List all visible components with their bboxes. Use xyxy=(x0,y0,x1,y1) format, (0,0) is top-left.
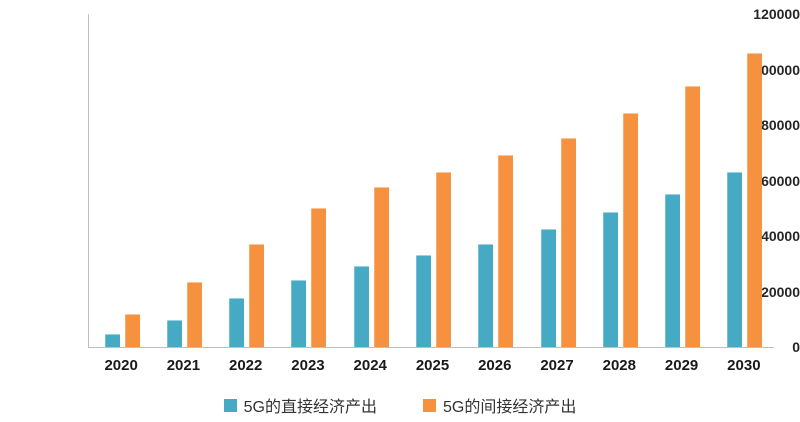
bar-indirect-2026 xyxy=(498,154,514,347)
bar-direct-2021 xyxy=(166,319,182,347)
x-tick-label: 2023 xyxy=(291,357,325,374)
x-tick-label: 2029 xyxy=(664,357,699,374)
legend-item-direct-output: 5G的直接经济产出 xyxy=(223,393,377,417)
y-tick-label: 40000 xyxy=(761,228,800,244)
legend-swatch-indirect-icon xyxy=(423,398,436,412)
x-tick-label: 2027 xyxy=(540,357,574,374)
x-tick-label: 2020 xyxy=(104,357,138,374)
y-tick-label: 60000 xyxy=(761,172,800,189)
bar-direct-2022 xyxy=(229,298,245,347)
bar-indirect-2030 xyxy=(747,52,763,347)
bar-direct-2023 xyxy=(291,279,307,347)
legend-label-direct: 5G的直接经济产出 xyxy=(243,399,377,416)
bar-indirect-2020 xyxy=(124,313,140,347)
bar-direct-2028 xyxy=(602,211,618,347)
y-tick-label: 120000 xyxy=(753,6,800,22)
bar-indirect-2024 xyxy=(373,187,389,347)
bar-indirect-2025 xyxy=(436,172,451,347)
x-tick-label: 2030 xyxy=(727,357,761,374)
legend: 5G的直接经济产出 5G的间接经济产出 xyxy=(0,393,800,417)
x-tick-label: 2024 xyxy=(353,357,387,374)
bar-direct-2029 xyxy=(665,193,681,347)
bar-direct-2026 xyxy=(478,243,494,347)
bar-indirect-2027 xyxy=(560,138,576,347)
x-tick-label: 2026 xyxy=(478,357,512,374)
legend-label-indirect: 5G的间接经济产出 xyxy=(443,399,577,416)
bar-indirect-2022 xyxy=(249,243,265,347)
bar-indirect-2029 xyxy=(685,85,701,347)
bar-direct-2025 xyxy=(416,255,431,347)
bar-direct-2027 xyxy=(540,229,556,347)
legend-item-indirect-output: 5G的间接经济产出 xyxy=(423,393,576,417)
bar-direct-2020 xyxy=(104,333,120,347)
plot-area xyxy=(88,14,774,348)
x-tick-label: 2028 xyxy=(602,357,636,374)
bar-direct-2024 xyxy=(353,266,369,347)
bar-indirect-2028 xyxy=(622,112,638,347)
y-tick-label: 80000 xyxy=(761,117,800,133)
x-tick-label: 2022 xyxy=(228,357,263,374)
bar-indirect-2023 xyxy=(311,208,327,347)
bar-indirect-2021 xyxy=(186,282,202,347)
legend-swatch-direct-icon xyxy=(223,398,237,412)
bar-direct-2030 xyxy=(727,172,743,347)
y-tick-label: 0 xyxy=(792,339,800,355)
x-tick-label: 2025 xyxy=(415,357,450,374)
y-tick-label: 100000 xyxy=(753,61,800,78)
x-tick-label: 2021 xyxy=(166,357,201,374)
y-tick-label: 20000 xyxy=(761,283,800,300)
